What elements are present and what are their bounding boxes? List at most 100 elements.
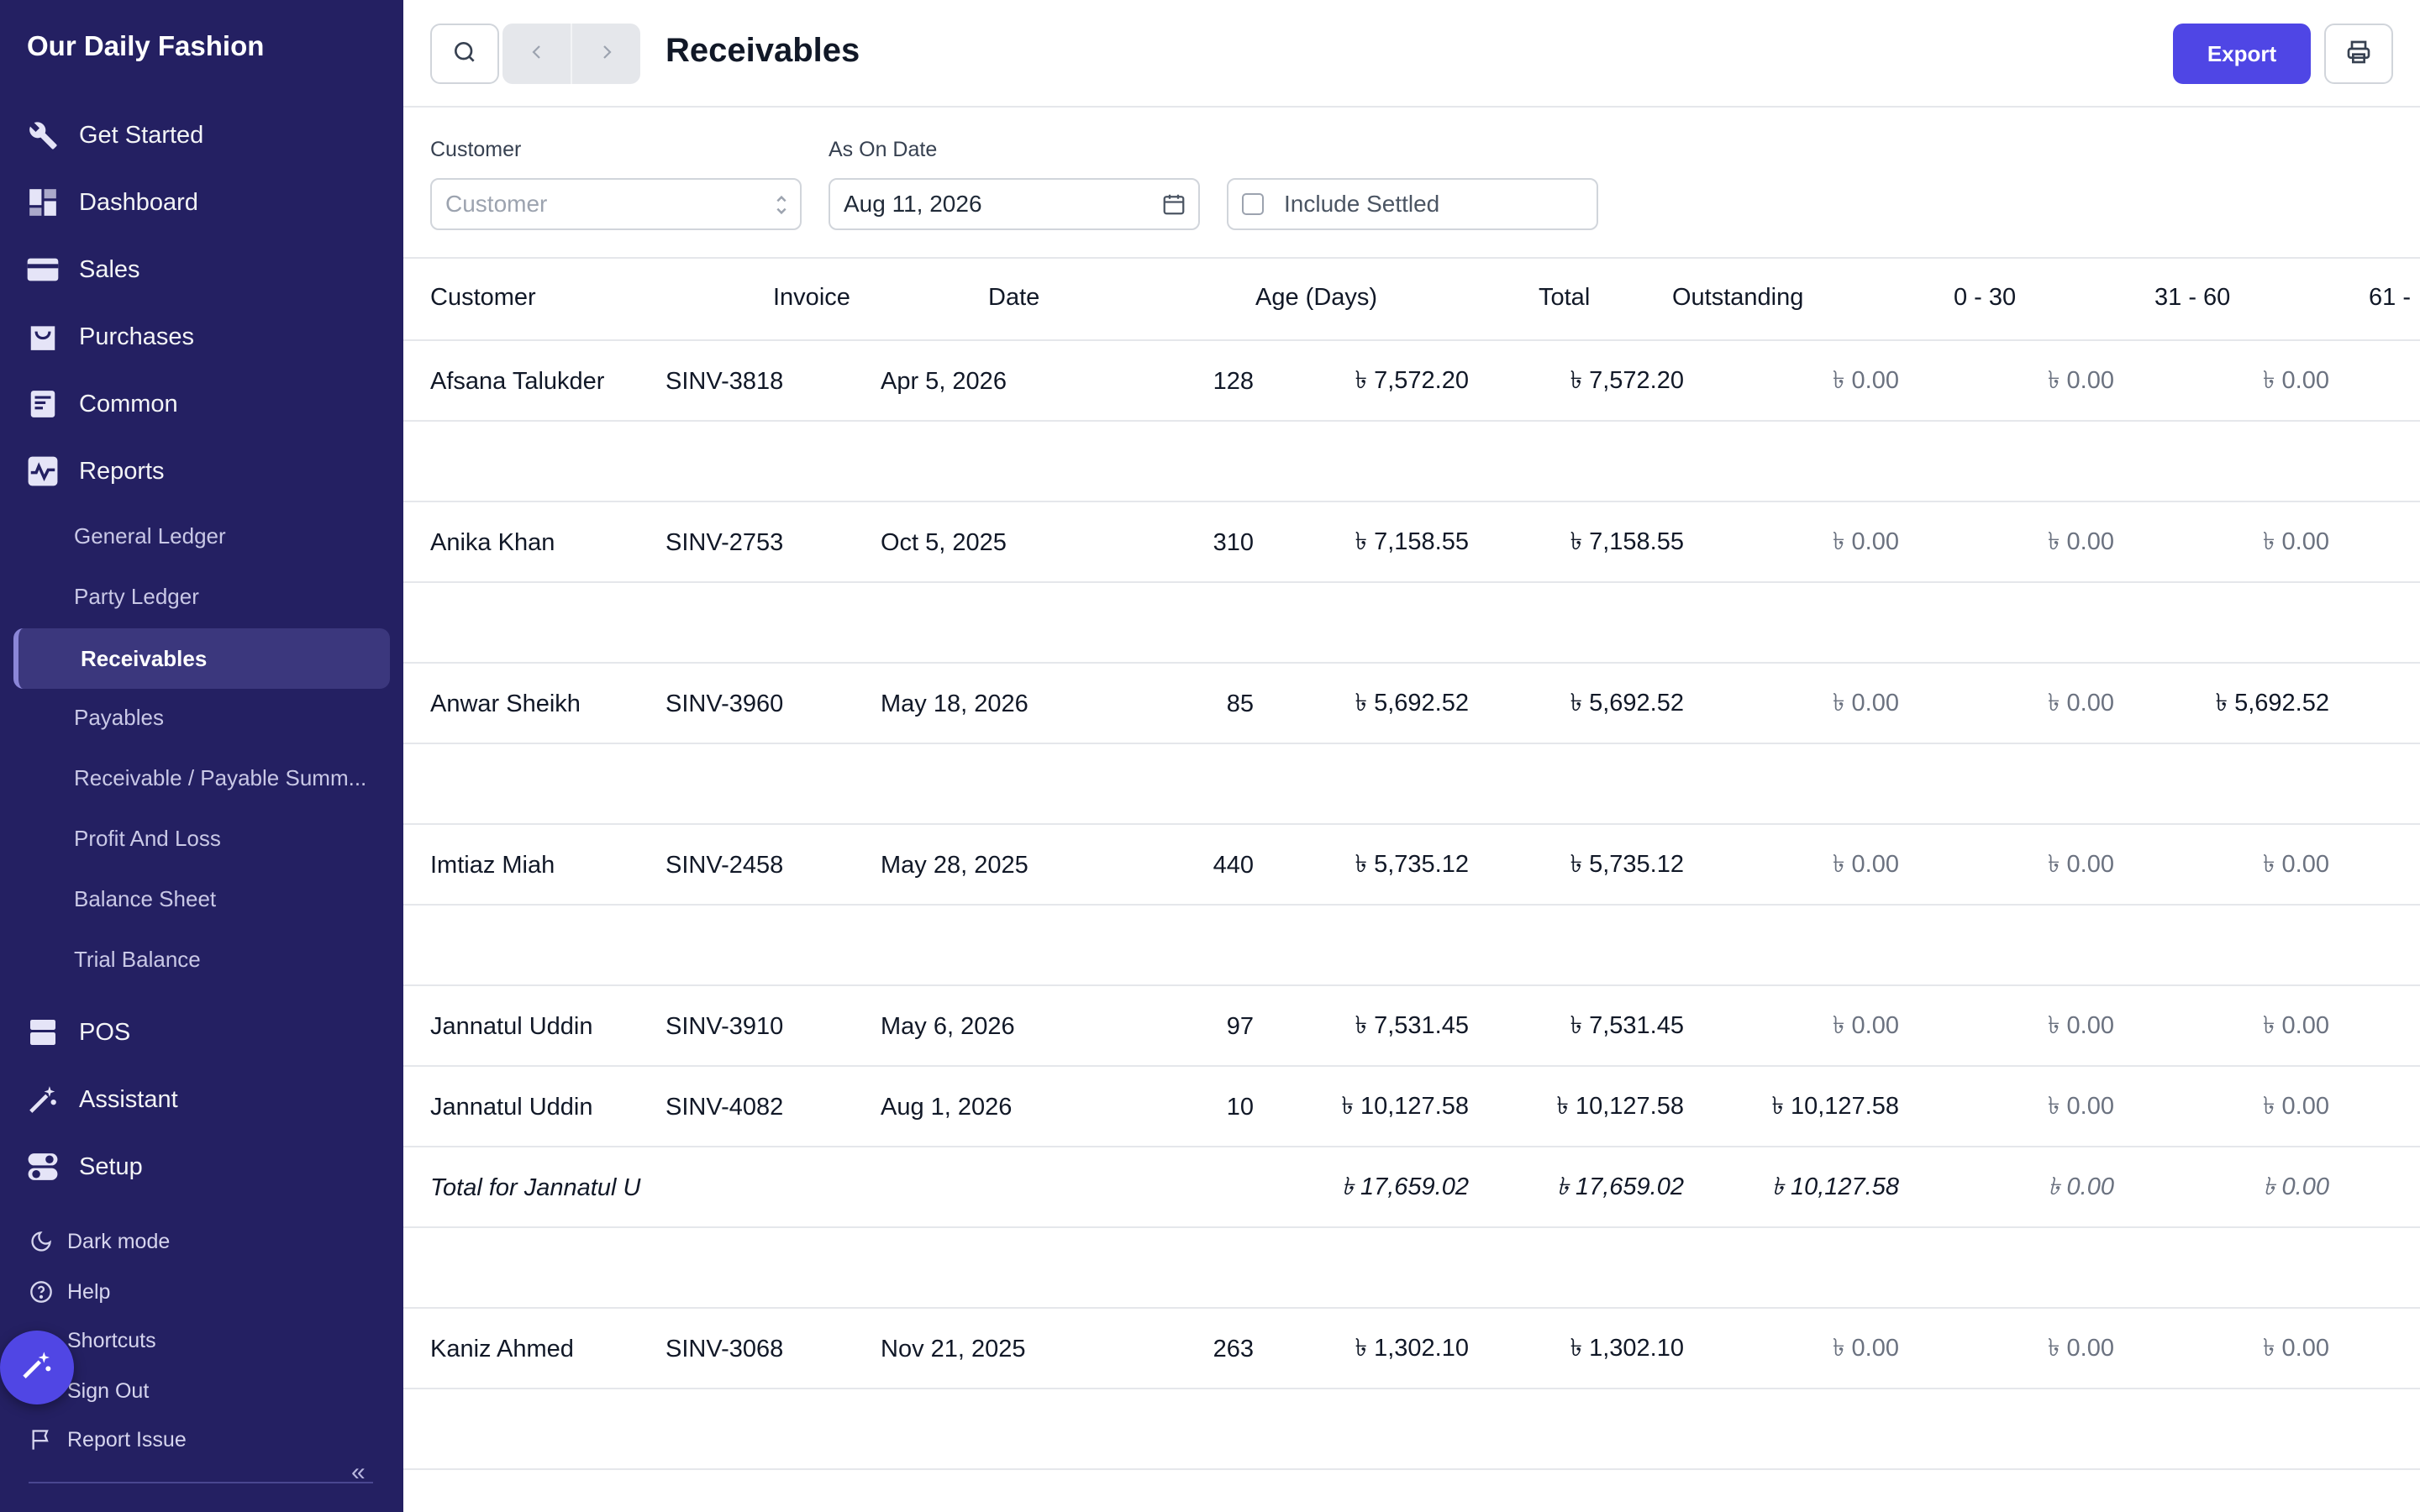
table-row[interactable]: Jannatul Uddin SINV-3910 May 6, 2026 97 … xyxy=(403,986,2420,1067)
assistant-fab-button[interactable] xyxy=(0,1331,74,1404)
print-button[interactable] xyxy=(2324,24,2393,84)
printer-icon xyxy=(2345,39,2372,70)
cell-customer: Kaniz Ahmed xyxy=(430,1335,574,1362)
cell-0-30: ৳ 0.00 xyxy=(1833,1011,1899,1039)
pos-icon xyxy=(25,1015,60,1050)
nav-pos[interactable]: POS xyxy=(25,1007,130,1058)
page-header: Receivables Export xyxy=(403,0,2420,108)
cell-total: ৳ 17,659.02 xyxy=(1341,1173,1469,1200)
table-row[interactable]: Imtiaz Miah SINV-2458 May 28, 2025 440 ৳… xyxy=(403,825,2420,906)
table-row[interactable]: Anika Khan SINV-2753 Oct 5, 2025 310 ৳ 7… xyxy=(403,502,2420,583)
report-payables[interactable]: Payables xyxy=(74,704,164,730)
table-row-spacer xyxy=(403,1228,2420,1309)
table-row[interactable]: Anwar Sheikh SINV-3960 May 18, 2026 85 ৳… xyxy=(403,664,2420,744)
report-general-ledger[interactable]: General Ledger xyxy=(74,522,226,549)
search-icon xyxy=(451,39,478,70)
collapse-sidebar-button[interactable]: « xyxy=(351,1458,366,1486)
calendar-icon[interactable] xyxy=(1161,192,1186,223)
cell-total: ৳ 5,692.52 xyxy=(1355,689,1469,717)
col-61-90: 61 - xyxy=(2369,284,2411,311)
cell-total: ৳ 1,302.10 xyxy=(1355,1334,1469,1362)
forward-button[interactable] xyxy=(571,24,640,84)
cell-outstanding: ৳ 7,572.20 xyxy=(1570,366,1684,394)
cell-date: Apr 5, 2026 xyxy=(881,367,1007,395)
cell-total-label: Total for Jannatul U xyxy=(430,1173,641,1201)
export-button[interactable]: Export xyxy=(2173,24,2311,84)
include-settled-toggle[interactable]: Include Settled xyxy=(1227,178,1598,230)
nav-label: Assistant xyxy=(79,1085,178,1113)
cell-invoice: SINV-3068 xyxy=(666,1335,784,1362)
report-issue-link[interactable]: Report Issue xyxy=(29,1421,187,1458)
table-row-spacer xyxy=(403,583,2420,664)
table-row[interactable]: Jannatul Uddin SINV-4082 Aug 1, 2026 10 … xyxy=(403,1067,2420,1147)
sales-icon xyxy=(25,252,60,287)
chevron-right-icon xyxy=(597,42,617,66)
as-on-date-input[interactable]: Aug 11, 2026 xyxy=(829,178,1200,230)
report-trial-balance[interactable]: Trial Balance xyxy=(74,946,201,972)
footer-label: Sign Out xyxy=(67,1378,150,1403)
cell-age: 10 xyxy=(1226,1093,1254,1121)
cell-31-60: ৳ 0.00 xyxy=(2048,366,2114,394)
col-age: Age (Days) xyxy=(1255,284,1378,311)
include-settled-checkbox[interactable] xyxy=(1242,193,1264,215)
nav-common[interactable]: Common xyxy=(25,379,178,429)
cell-age: 310 xyxy=(1213,528,1254,556)
nav-label: Dashboard xyxy=(79,188,198,216)
nav-setup[interactable]: Setup xyxy=(25,1142,143,1192)
table-row-spacer xyxy=(403,1389,2420,1470)
table-row-spacer xyxy=(403,744,2420,825)
cell-date: Nov 21, 2025 xyxy=(881,1335,1026,1362)
nav-dashboard[interactable]: Dashboard xyxy=(25,177,198,228)
cell-0-30: ৳ 0.00 xyxy=(1833,689,1899,717)
table-row[interactable]: Kaniz Ahmed SINV-3068 Nov 21, 2025 263 ৳… xyxy=(403,1309,2420,1389)
nav-purchases[interactable]: Purchases xyxy=(25,312,194,362)
report-party-ledger[interactable]: Party Ledger xyxy=(74,583,199,609)
history-nav xyxy=(502,24,640,84)
report-profit-and-loss[interactable]: Profit And Loss xyxy=(74,825,221,851)
help-link[interactable]: Help xyxy=(29,1273,110,1310)
nav-reports[interactable]: Reports xyxy=(25,446,165,496)
report-balance-sheet[interactable]: Balance Sheet xyxy=(74,885,217,911)
receivables-table: Customer Invoice Date Age (Days) Total O… xyxy=(403,260,2420,1512)
nav-get-started[interactable]: Get Started xyxy=(25,110,203,160)
sign-out-link[interactable]: Sign Out xyxy=(29,1373,149,1410)
nav-label: Sales xyxy=(79,255,140,283)
cell-invoice: SINV-2753 xyxy=(666,528,784,556)
col-0-30: 0 - 30 xyxy=(1954,284,2017,311)
report-receivables[interactable]: Receivables xyxy=(13,628,390,689)
cell-invoice: SINV-3960 xyxy=(666,690,784,717)
select-arrows-icon xyxy=(775,193,788,223)
back-button[interactable] xyxy=(502,24,571,84)
customer-select[interactable]: Customer xyxy=(430,178,802,230)
nav-assistant[interactable]: Assistant xyxy=(25,1074,178,1125)
cell-61-90: ৳ 0.00 xyxy=(2263,366,2329,394)
filter-bar: Customer Customer As On Date Aug 11, 202… xyxy=(403,109,2420,259)
sidebar-divider xyxy=(29,1482,373,1483)
cell-61-90: ৳ 0.00 xyxy=(2263,850,2329,878)
cell-date: Oct 5, 2025 xyxy=(881,528,1007,556)
col-date: Date xyxy=(988,284,1040,311)
report-receivable-payable-summary[interactable]: Receivable / Payable Summ... xyxy=(74,764,367,790)
cell-invoice: SINV-3818 xyxy=(666,367,784,395)
table-row[interactable]: Afsana Talukder SINV-3818 Apr 5, 2026 12… xyxy=(403,341,2420,422)
cell-31-60: ৳ 0.00 xyxy=(2048,1011,2114,1039)
help-icon xyxy=(29,1279,54,1305)
date-filter-label: As On Date xyxy=(829,138,938,161)
cell-total: ৳ 5,735.12 xyxy=(1355,850,1469,878)
app-name: Our Daily Fashion xyxy=(27,30,265,61)
cell-61-90: ৳ 0.00 xyxy=(2263,1092,2329,1120)
cell-31-60: ৳ 0.00 xyxy=(2048,1092,2114,1120)
cell-0-30: ৳ 0.00 xyxy=(1833,1334,1899,1362)
col-customer: Customer xyxy=(430,284,536,311)
nav-sales[interactable]: Sales xyxy=(25,244,140,295)
dark-mode-toggle[interactable]: Dark mode xyxy=(29,1223,170,1260)
nav-label: Common xyxy=(79,390,178,417)
shortcuts-link[interactable]: Shortcuts xyxy=(29,1322,156,1359)
cell-61-90: ৳ 0.00 xyxy=(2263,1334,2329,1362)
cell-31-60: ৳ 0.00 xyxy=(2048,1173,2114,1200)
cell-age: 97 xyxy=(1226,1012,1254,1040)
cell-total: ৳ 10,127.58 xyxy=(1341,1092,1469,1120)
search-button[interactable] xyxy=(430,24,499,84)
nav-label: POS xyxy=(79,1018,131,1046)
cell-date: Aug 1, 2026 xyxy=(881,1093,1013,1121)
